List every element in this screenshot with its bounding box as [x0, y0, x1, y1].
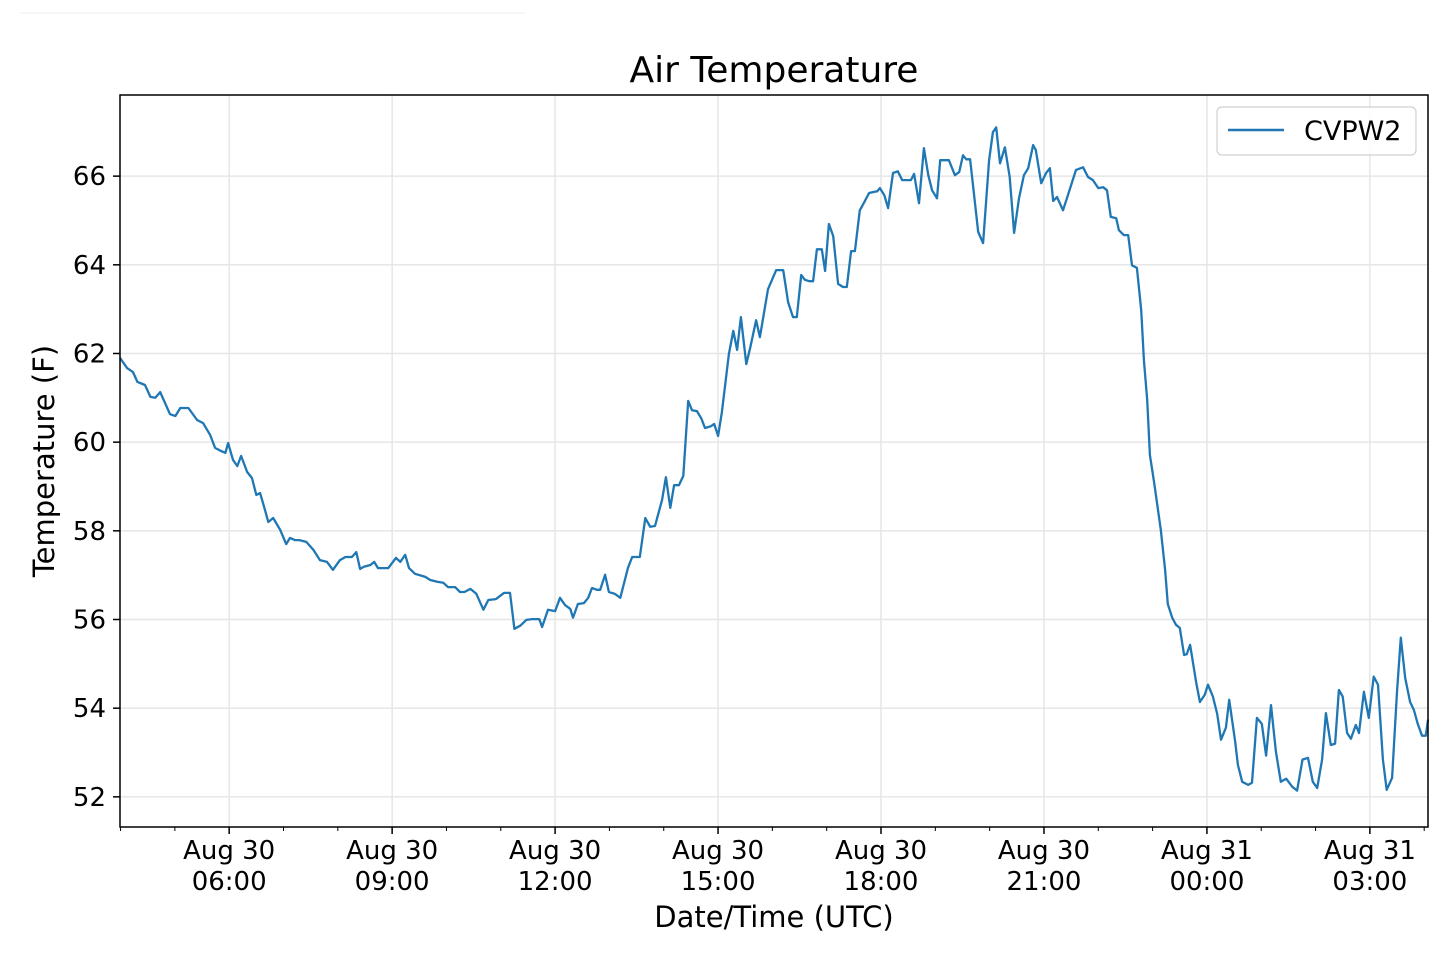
- x-axis-label: Date/Time (UTC): [654, 900, 893, 934]
- y-tick-label: 52: [73, 783, 106, 813]
- x-tick-label-date: Aug 31: [1324, 836, 1416, 866]
- plot-frame: [119, 94, 1429, 828]
- x-tick-label-date: Aug 30: [346, 836, 438, 866]
- x-tick-label-date: Aug 30: [998, 836, 1090, 866]
- chart-title: Air Temperature: [630, 50, 919, 91]
- x-tick-label-time: 09:00: [355, 867, 430, 897]
- y-axis-ticks: 52 54 56 58 60 62 64 66: [73, 162, 120, 813]
- legend: CVPW2: [1216, 106, 1417, 156]
- y-tick-label: 56: [73, 606, 106, 636]
- x-tick-label-date: Aug 30: [835, 836, 927, 866]
- x-tick-label-time: 12:00: [518, 867, 593, 897]
- y-tick-label: 58: [73, 517, 106, 547]
- y-tick-label: 62: [73, 339, 106, 369]
- x-tick-label-time: 15:00: [681, 867, 756, 897]
- x-tick-label-time: 00:00: [1169, 867, 1244, 897]
- y-axis-label: Temperature (F): [27, 345, 61, 578]
- legend-label-cvpw2: CVPW2: [1304, 116, 1401, 147]
- y-tick-label: 64: [73, 251, 106, 281]
- x-tick-label-date: Aug 30: [672, 836, 764, 866]
- series-layer: [119, 126, 1430, 792]
- x-tick-label-date: Aug 31: [1161, 836, 1253, 866]
- y-tick-label: 54: [73, 694, 106, 724]
- x-tick-label-time: 06:00: [192, 867, 267, 897]
- gridlines: [120, 95, 1428, 827]
- x-tick-label-date: Aug 30: [509, 836, 601, 866]
- series-line-cvpw2: [119, 126, 1430, 792]
- x-tick-label-time: 21:00: [1006, 867, 1081, 897]
- x-tick-label-time: 03:00: [1332, 867, 1407, 897]
- y-tick-label: 60: [73, 428, 106, 458]
- x-tick-label-date: Aug 30: [183, 836, 275, 866]
- legend-box: [1216, 106, 1417, 156]
- y-tick-label: 66: [73, 162, 106, 192]
- x-tick-label-time: 18:00: [844, 867, 919, 897]
